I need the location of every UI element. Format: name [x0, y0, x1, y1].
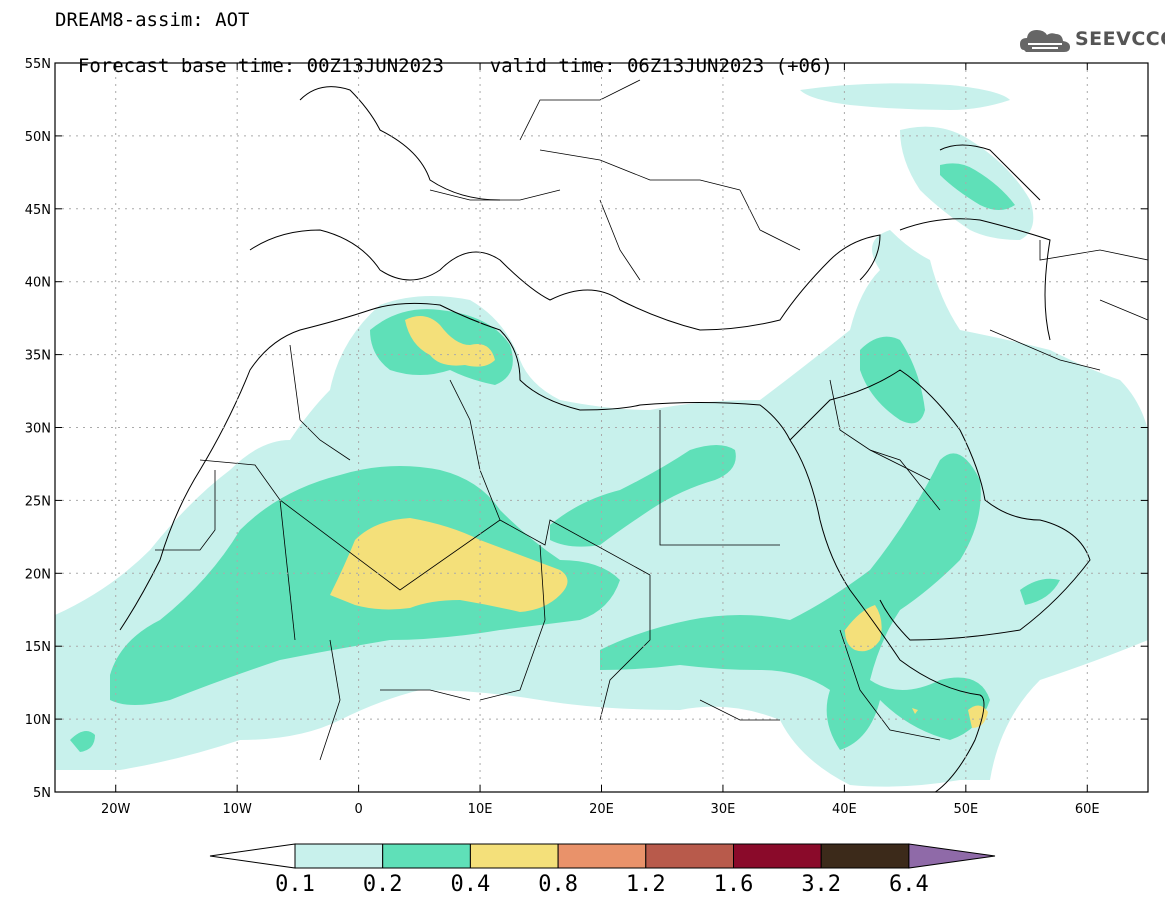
- lat-label: 30N: [25, 422, 51, 437]
- lat-label: 20N: [25, 567, 51, 582]
- base-time: Forecast base time: 00Z13JUN2023: [77, 55, 444, 77]
- lat-label: 50N: [25, 130, 51, 145]
- cloud-icon: [1020, 30, 1070, 52]
- colorbar-cell: [733, 843, 822, 869]
- lon-label: 10E: [468, 802, 493, 817]
- colorbar-cell: [645, 843, 734, 869]
- colorbar-label: 0.2: [362, 872, 403, 897]
- aot-contours: [55, 83, 1148, 787]
- country-borders: [155, 79, 1148, 761]
- colorbar-cell: [557, 843, 647, 869]
- lon-label: 30E: [711, 802, 736, 817]
- colorbar-high-arrow: [908, 843, 996, 869]
- lon-label: 10W: [222, 802, 252, 817]
- colorbar-label: 1.2: [625, 872, 666, 897]
- lon-label: 60E: [1075, 802, 1100, 817]
- latitude-labels: 55N 50N 45N 40N 35N 30N 25N 20N 15N 10N 5N: [25, 57, 51, 801]
- colorbar-cell: [294, 843, 384, 869]
- lon-label: 0: [354, 802, 362, 817]
- lon-label: 40E: [832, 802, 857, 817]
- lat-label: 25N: [25, 494, 51, 509]
- lat-label: 45N: [25, 203, 51, 218]
- forecast-times: Forecast base time: 00Z13JUN2023 valid t…: [55, 33, 833, 77]
- lat-label: 5N: [33, 786, 51, 801]
- colorbar-cell: [820, 843, 910, 869]
- coastlines: [119, 86, 1091, 792]
- lat-label: 10N: [25, 713, 51, 728]
- colorbar-cell: [469, 843, 559, 869]
- axis-ticks: [55, 62, 1148, 793]
- colorbar-label: 1.6: [713, 872, 754, 897]
- colorbar-label: 0.1: [275, 872, 315, 897]
- map-title: DREAM8-assim: AOT: [55, 9, 250, 31]
- longitude-labels: 20W 10W 0 10E 20E 30E 40E 50E 60E: [101, 802, 1100, 817]
- seevccc-logo: SEEVCCC: [1075, 28, 1165, 50]
- colorbar-label: 6.4: [889, 872, 929, 897]
- lat-label: 40N: [25, 276, 51, 291]
- colorbar-label: 0.4: [450, 872, 491, 897]
- lat-label: 15N: [25, 640, 51, 655]
- aot-level-high: [330, 316, 988, 728]
- lon-label: 20E: [589, 802, 614, 817]
- lat-label: 35N: [25, 349, 51, 364]
- lon-label: 20W: [101, 802, 131, 817]
- colorbar-label: 0.8: [538, 872, 578, 897]
- graticule: [55, 63, 1148, 792]
- colorbar-label: 3.2: [801, 872, 842, 897]
- lat-label: 55N: [25, 57, 51, 72]
- colorbar-low-arrow: [209, 843, 296, 869]
- colorbar-cell: [382, 843, 471, 869]
- colorbar: [209, 843, 996, 869]
- lon-label: 50E: [953, 802, 978, 817]
